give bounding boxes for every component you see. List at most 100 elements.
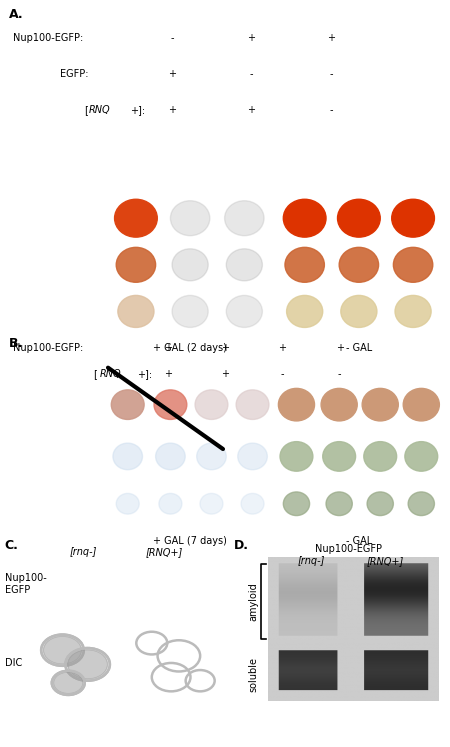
- Text: amyloid: amyloid: [249, 582, 259, 621]
- Circle shape: [156, 443, 185, 470]
- Circle shape: [48, 583, 54, 586]
- Text: Nup100-EGFP:: Nup100-EGFP:: [14, 33, 84, 43]
- Circle shape: [56, 563, 65, 571]
- Text: Nup100-EGFP:: Nup100-EGFP:: [14, 344, 84, 353]
- Circle shape: [43, 636, 81, 664]
- Circle shape: [68, 650, 108, 679]
- Circle shape: [159, 493, 182, 514]
- Circle shape: [338, 199, 380, 237]
- Circle shape: [154, 390, 187, 420]
- Circle shape: [280, 441, 313, 471]
- Text: Nup100-EGFP: Nup100-EGFP: [315, 544, 382, 554]
- Text: +: +: [164, 344, 171, 353]
- Text: D.: D.: [234, 539, 249, 552]
- Circle shape: [341, 295, 377, 327]
- Circle shape: [158, 580, 170, 589]
- Text: +: +: [168, 69, 176, 79]
- Circle shape: [180, 568, 197, 580]
- Circle shape: [70, 571, 99, 592]
- Circle shape: [367, 492, 393, 515]
- Circle shape: [395, 295, 431, 327]
- Circle shape: [339, 247, 378, 282]
- Text: +: +: [248, 33, 256, 43]
- Circle shape: [183, 570, 194, 578]
- Circle shape: [287, 295, 323, 327]
- Circle shape: [362, 388, 398, 421]
- Circle shape: [226, 249, 262, 281]
- Circle shape: [285, 247, 324, 282]
- Text: -: -: [338, 369, 342, 379]
- Text: [: [: [85, 105, 88, 115]
- Circle shape: [225, 201, 264, 235]
- Text: Nup100-
EGFP: Nup100- EGFP: [4, 574, 46, 595]
- Circle shape: [321, 388, 357, 421]
- Circle shape: [241, 493, 264, 514]
- Text: +: +: [168, 105, 176, 115]
- Text: RNQ: RNQ: [89, 105, 111, 115]
- Circle shape: [155, 577, 174, 592]
- Circle shape: [284, 199, 326, 237]
- Circle shape: [46, 581, 55, 588]
- Text: DIC: DIC: [4, 657, 22, 668]
- Text: +: +: [336, 344, 344, 353]
- Text: +]:: +]:: [130, 105, 145, 115]
- Circle shape: [76, 574, 94, 587]
- Text: EGFP:: EGFP:: [60, 69, 88, 79]
- Circle shape: [113, 443, 143, 470]
- Circle shape: [144, 560, 165, 574]
- Text: -: -: [329, 105, 333, 115]
- Circle shape: [94, 592, 104, 599]
- Circle shape: [167, 586, 191, 604]
- Text: RNQ: RNQ: [99, 369, 121, 379]
- Circle shape: [56, 595, 75, 610]
- Circle shape: [284, 492, 310, 515]
- Text: +: +: [221, 344, 229, 353]
- Circle shape: [195, 390, 228, 420]
- Circle shape: [62, 599, 69, 605]
- Circle shape: [393, 247, 433, 282]
- Circle shape: [115, 199, 158, 237]
- Text: [rnq-]: [rnq-]: [298, 556, 325, 565]
- Text: +]:: +]:: [137, 369, 152, 379]
- Circle shape: [161, 582, 168, 587]
- Circle shape: [408, 492, 434, 515]
- Circle shape: [96, 592, 103, 598]
- Text: +: +: [221, 369, 229, 379]
- Circle shape: [49, 558, 72, 576]
- Circle shape: [44, 579, 58, 590]
- Circle shape: [138, 554, 171, 579]
- Circle shape: [191, 593, 215, 611]
- Text: -: -: [329, 69, 333, 79]
- Circle shape: [172, 249, 208, 281]
- Circle shape: [116, 493, 139, 514]
- Text: + GAL (7 days): + GAL (7 days): [153, 536, 227, 545]
- Text: C.: C.: [4, 539, 18, 552]
- Circle shape: [196, 597, 210, 607]
- Text: +: +: [248, 105, 256, 115]
- Circle shape: [79, 577, 90, 585]
- Circle shape: [236, 390, 269, 420]
- Circle shape: [198, 599, 208, 606]
- Text: A.: A.: [9, 7, 23, 21]
- Text: +: +: [279, 344, 286, 353]
- Circle shape: [116, 247, 156, 282]
- Circle shape: [403, 388, 439, 421]
- Circle shape: [174, 592, 184, 599]
- Circle shape: [91, 589, 108, 601]
- Circle shape: [118, 295, 154, 327]
- Text: B.: B.: [9, 337, 23, 350]
- Circle shape: [197, 443, 226, 470]
- Circle shape: [226, 295, 262, 327]
- Circle shape: [326, 492, 352, 515]
- Circle shape: [59, 598, 71, 607]
- Circle shape: [148, 562, 162, 571]
- Circle shape: [200, 493, 223, 514]
- Text: - GAL: - GAL: [346, 343, 372, 353]
- Circle shape: [323, 441, 356, 471]
- Circle shape: [54, 672, 83, 694]
- Text: [RNQ+]: [RNQ+]: [366, 556, 403, 565]
- Text: [RNQ+]: [RNQ+]: [146, 547, 183, 557]
- Circle shape: [279, 388, 315, 421]
- Circle shape: [172, 295, 208, 327]
- Circle shape: [405, 441, 438, 471]
